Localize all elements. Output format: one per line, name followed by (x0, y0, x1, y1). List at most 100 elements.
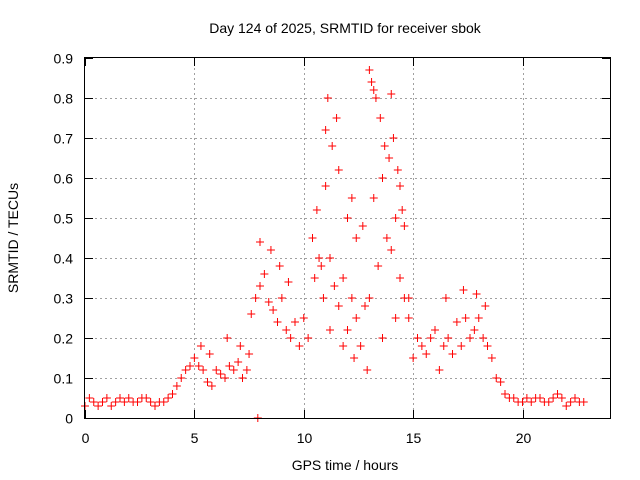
data-point (391, 314, 400, 322)
data-point (396, 182, 404, 190)
data-point (107, 402, 116, 410)
data-point (269, 306, 278, 314)
data-point (273, 318, 282, 326)
data-point (409, 354, 418, 362)
data-point (472, 290, 481, 298)
data-point (133, 398, 142, 406)
data-point (328, 142, 337, 150)
data-point (387, 90, 396, 98)
data-point (326, 254, 334, 262)
data-point (347, 194, 356, 202)
data-point (310, 274, 319, 282)
data-point (199, 366, 208, 374)
data-point (146, 398, 155, 406)
data-point (571, 394, 579, 402)
data-point (459, 286, 468, 294)
data-point (426, 334, 435, 342)
x-tick-label: 10 (297, 430, 313, 446)
y-axis-title: SRMTID / TECUs (5, 183, 21, 293)
data-point (203, 378, 212, 386)
data-point (242, 366, 251, 374)
y-tick-label: 0.4 (54, 251, 74, 267)
data-point (461, 314, 470, 322)
data-point (466, 334, 474, 342)
data-point (496, 378, 505, 386)
data-point (422, 350, 431, 358)
data-point (439, 342, 448, 350)
data-point (374, 262, 383, 270)
data-point (367, 78, 376, 86)
data-point (509, 394, 518, 402)
y-tick-label: 0.7 (54, 131, 74, 147)
data-point (481, 302, 490, 310)
y-tick-label: 0.8 (54, 91, 74, 107)
data-point (579, 398, 588, 406)
data-point (291, 318, 299, 326)
data-point (413, 334, 422, 342)
data-point (264, 298, 273, 306)
data-point (448, 350, 457, 358)
data-point (347, 294, 356, 302)
data-point (221, 374, 229, 382)
data-point (212, 366, 221, 374)
data-point (116, 394, 124, 402)
data-point (431, 326, 439, 334)
data-point (277, 294, 286, 302)
data-point (245, 350, 254, 358)
x-tick-label: 20 (516, 430, 532, 446)
data-point (207, 382, 216, 390)
data-point (190, 354, 199, 362)
data-point (286, 334, 295, 342)
data-point (470, 326, 479, 334)
data-point (142, 394, 151, 402)
data-points (81, 66, 588, 422)
data-point (487, 354, 496, 362)
x-tick-label: 5 (191, 430, 199, 446)
data-point (323, 94, 332, 102)
data-point (457, 342, 466, 350)
data-point (501, 390, 509, 398)
data-point (518, 398, 527, 406)
data-point (369, 86, 378, 94)
data-point (159, 398, 168, 406)
data-point (339, 342, 348, 350)
data-point (522, 394, 531, 402)
data-point (380, 142, 389, 150)
x-tick-label: 0 (82, 430, 90, 446)
data-point (304, 334, 313, 342)
data-point (376, 114, 385, 122)
data-point (391, 214, 400, 222)
data-point (358, 222, 367, 230)
x-tick-label: 15 (406, 430, 422, 446)
data-point (393, 166, 402, 174)
data-point (181, 366, 190, 374)
data-point (452, 318, 461, 326)
data-point (553, 390, 562, 398)
data-point (234, 358, 243, 366)
data-point (404, 294, 413, 302)
data-point (312, 206, 321, 214)
data-point (247, 310, 256, 318)
grid (85, 58, 610, 418)
data-point (151, 402, 159, 410)
data-point (177, 374, 186, 382)
data-point (400, 222, 409, 230)
data-point (260, 270, 269, 278)
data-point (256, 282, 264, 290)
data-point (236, 342, 245, 350)
data-point (417, 342, 426, 350)
data-point (404, 314, 413, 322)
data-point (194, 362, 203, 370)
axes: 0 0.1 0.2 0.3 0.4 0.5 0.6 0.7 0.8 0.9 0 5 10 15 20 (54, 51, 610, 446)
data-point (251, 294, 260, 302)
data-point (299, 314, 308, 322)
chart-title: Day 124 of 2025, SRMTID for receiver sbo… (209, 20, 482, 36)
data-point (85, 394, 94, 402)
data-point (339, 274, 348, 282)
data-point (369, 194, 378, 202)
data-point (398, 206, 407, 214)
data-point (444, 334, 453, 342)
data-point (266, 246, 275, 254)
